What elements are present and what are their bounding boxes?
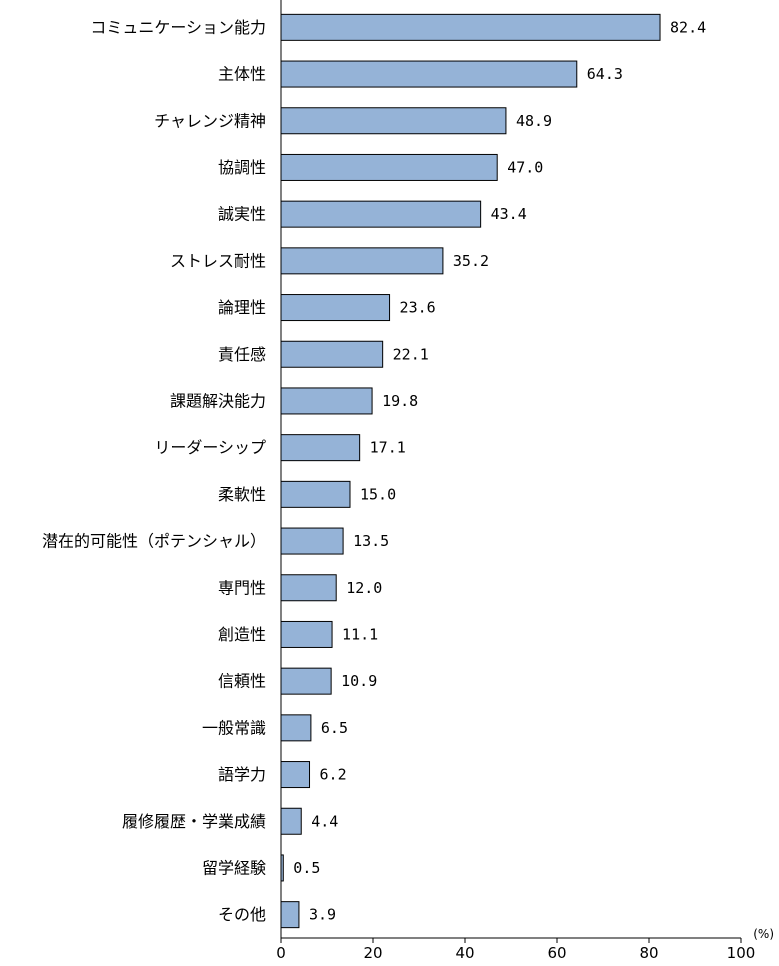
category-label: 創造性 <box>218 625 266 644</box>
value-label: 11.1 <box>342 625 378 643</box>
category-label: ストレス耐性 <box>170 251 266 270</box>
bar <box>280 434 361 462</box>
category-label: 潜在的可能性（ポテンシャル） <box>42 532 266 551</box>
bars-layer <box>280 13 661 929</box>
value-label: 35.2 <box>453 252 489 270</box>
value-label: 10.9 <box>341 672 377 690</box>
value-labels-layer: 82.4 64.3 48.9 47.0 43.4 35.2 23.6 22.1 19.8 17.1… <box>293 18 706 923</box>
bar <box>280 247 444 275</box>
bar <box>280 667 332 695</box>
category-label: チャレンジ精神 <box>154 111 266 130</box>
bar <box>280 294 391 322</box>
bar <box>280 480 351 508</box>
category-label: 主体性 <box>218 65 266 84</box>
bar <box>280 807 302 835</box>
category-labels-layer: コミュニケーション能力主体性チャレンジ精神協調性誠実性ストレス耐性論理性責任感課… <box>42 18 266 924</box>
x-tick-label: 100 <box>727 944 756 962</box>
value-label: 4.4 <box>311 812 338 830</box>
bar <box>280 620 333 648</box>
value-label: 48.9 <box>516 112 552 130</box>
value-label: 23.6 <box>400 299 436 317</box>
category-label: 信頼性 <box>218 672 266 691</box>
bar <box>280 574 337 602</box>
category-label: 責任感 <box>218 345 266 364</box>
category-label: 誠実性 <box>218 205 266 224</box>
bar <box>280 153 498 181</box>
category-label: コミュニケーション能力 <box>90 18 266 37</box>
category-label: 履修履歴・学業成績 <box>122 812 266 831</box>
bar <box>280 200 482 228</box>
category-label: 課題解決能力 <box>170 391 266 410</box>
category-label: リーダーシップ <box>154 438 266 457</box>
category-label: 留学経験 <box>202 858 266 877</box>
bar <box>280 714 312 742</box>
value-label: 0.5 <box>293 859 320 877</box>
x-tick-label: 80 <box>639 944 658 962</box>
value-label: 6.5 <box>321 719 348 737</box>
x-tick-label: 60 <box>547 944 566 962</box>
bar <box>280 527 344 555</box>
value-label: 6.2 <box>320 766 347 784</box>
bar <box>280 107 507 135</box>
x-axis <box>280 0 741 939</box>
value-label: 19.8 <box>382 392 418 410</box>
category-label: その他 <box>218 905 266 924</box>
value-label: 64.3 <box>587 65 623 83</box>
category-label: 語学力 <box>218 765 266 784</box>
value-label: 3.9 <box>309 906 336 924</box>
category-label: 専門性 <box>218 578 266 597</box>
value-label: 47.0 <box>507 158 543 176</box>
value-label: 12.0 <box>346 579 382 597</box>
value-label: 82.4 <box>670 18 706 36</box>
x-tick-label: 0 <box>276 944 286 962</box>
bar <box>280 761 311 789</box>
category-label: 論理性 <box>218 298 266 317</box>
value-label: 43.4 <box>491 205 527 223</box>
bar <box>280 901 300 929</box>
bar <box>280 340 384 368</box>
value-label: 22.1 <box>393 345 429 363</box>
value-label: 13.5 <box>353 532 389 550</box>
value-label: 17.1 <box>370 439 406 457</box>
bar <box>280 60 578 88</box>
category-label: 柔軟性 <box>218 485 266 504</box>
category-label: 一般常識 <box>202 718 266 737</box>
x-tick-label: 40 <box>455 944 474 962</box>
value-label: 15.0 <box>360 485 396 503</box>
bar <box>280 13 661 41</box>
category-label: 協調性 <box>218 158 266 177</box>
bar <box>280 387 373 415</box>
x-tick-label: 20 <box>363 944 382 962</box>
x-axis-unit-label: (%) <box>753 927 774 941</box>
x-ticks-layer: 0 20 40 60 80 100 <box>276 938 755 962</box>
